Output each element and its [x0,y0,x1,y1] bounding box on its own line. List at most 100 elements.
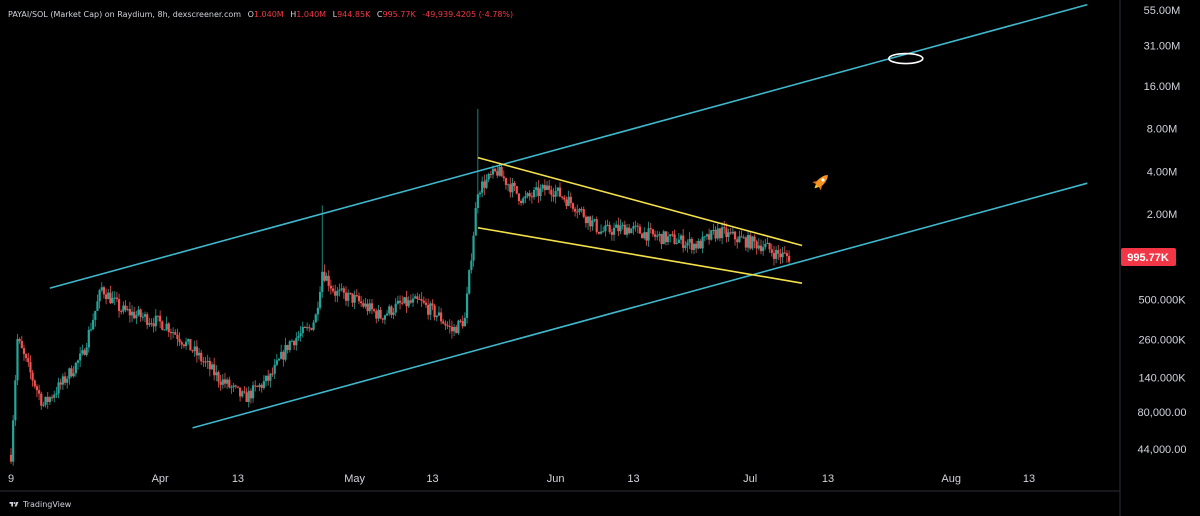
candle-body [275,360,278,365]
candle-body [74,362,77,374]
candle-body [154,315,157,327]
candle-body [403,297,406,304]
candle-body [217,372,220,382]
candle-body [33,380,36,387]
candle-body [256,386,259,388]
candle-body [312,322,315,330]
candle-body [718,228,722,239]
candle-body [787,255,791,262]
chart-legend-header: PAYAI/SOL (Market Cap) on Raydium, 8h, d… [8,10,513,19]
rocket-icon[interactable] [810,171,832,193]
candle-body [353,295,356,303]
candles-layer [9,109,791,466]
candle-body [107,292,110,300]
candle-body [340,288,343,290]
candle-body [463,317,466,327]
candle-body [485,179,488,188]
candle-body [651,229,655,235]
candle-body [731,231,734,234]
candle-body [450,326,454,332]
y-tick-label: 2.00M [1147,209,1178,221]
candle-body [550,189,553,195]
time-axis[interactable]: 9 Apr 13 May 13 Jun 13 Jul 13 Aug 13 [8,473,1035,485]
candle-body [321,271,324,292]
candle-body [710,230,713,240]
candle-body [545,185,549,191]
candle-body [634,225,637,227]
candle-body [452,326,456,332]
x-tick-label: 13 [426,473,438,485]
rocket-window [821,178,825,182]
candle-body [440,312,443,322]
price-axis[interactable]: 55.00M 31.00M 16.00M 8.00M 4.00M 2.00M 500.000… [1121,5,1186,456]
candle-body [744,237,747,248]
candle-body [779,253,782,258]
x-tick-label: 9 [8,473,14,485]
tradingview-logo-icon [9,502,19,507]
candle-body [124,305,127,310]
candle-body [141,316,144,318]
wedge-upper-line[interactable] [477,156,803,247]
candle-body [697,240,700,249]
candle-body [666,236,670,243]
candle-body [152,323,155,327]
candle-body [532,189,536,198]
candle-body [68,368,71,379]
candle-body [775,250,778,259]
candle-body [366,303,369,312]
candle-body [323,271,326,281]
wedge-lower-line[interactable] [477,226,803,285]
change-value: -49,939.4205 (-4.78%) [422,10,514,19]
low-value: 944.85K [337,10,371,19]
candle-body [98,290,101,302]
candle-body [57,382,60,394]
candle-body [347,292,350,301]
candle-body [172,332,175,334]
candle-body [388,306,391,314]
candle-body [435,315,438,318]
candle-body [180,342,183,345]
last-price-label: 995.77K [1127,252,1169,264]
candle-body [647,228,650,241]
candle-body [582,209,585,217]
candle-body [429,303,432,315]
channel-lower-line[interactable] [192,182,1088,429]
candle-body [554,190,557,197]
candle-body [178,339,181,343]
candle-body [420,299,423,301]
candle-body [329,285,332,289]
candle-body [139,309,142,317]
candle-body [148,323,151,325]
candle-body [277,358,281,361]
candle-body [424,302,428,305]
candle-body [156,315,160,317]
candle-body [664,231,667,243]
candle-body [299,333,302,337]
candle-body [433,305,436,318]
candle-body [714,229,717,239]
candle-body [81,350,84,354]
candle-body [567,196,570,206]
candle-body [133,311,136,319]
high-value: 1.040M [296,10,327,19]
tradingview-brand[interactable]: TradingView [8,500,71,509]
candle-body [701,236,704,249]
candle-body [27,358,30,363]
candle-body [228,379,231,388]
candle-body [610,231,613,235]
last-price-label-bg [1121,247,1176,266]
candle-body [716,228,719,239]
candle-body [677,239,680,244]
channel-upper-line[interactable] [49,3,1088,289]
ellipse-annotation-icon[interactable] [888,52,924,65]
candle-body [381,318,384,320]
candle-body [641,233,644,239]
candle-body [621,224,624,226]
candle-body [31,372,34,381]
candle-body [578,209,581,212]
y-tick-label: 55.00M [1144,5,1181,17]
candle-body [472,235,475,261]
candle-body [481,181,484,193]
candle-body [338,289,341,291]
